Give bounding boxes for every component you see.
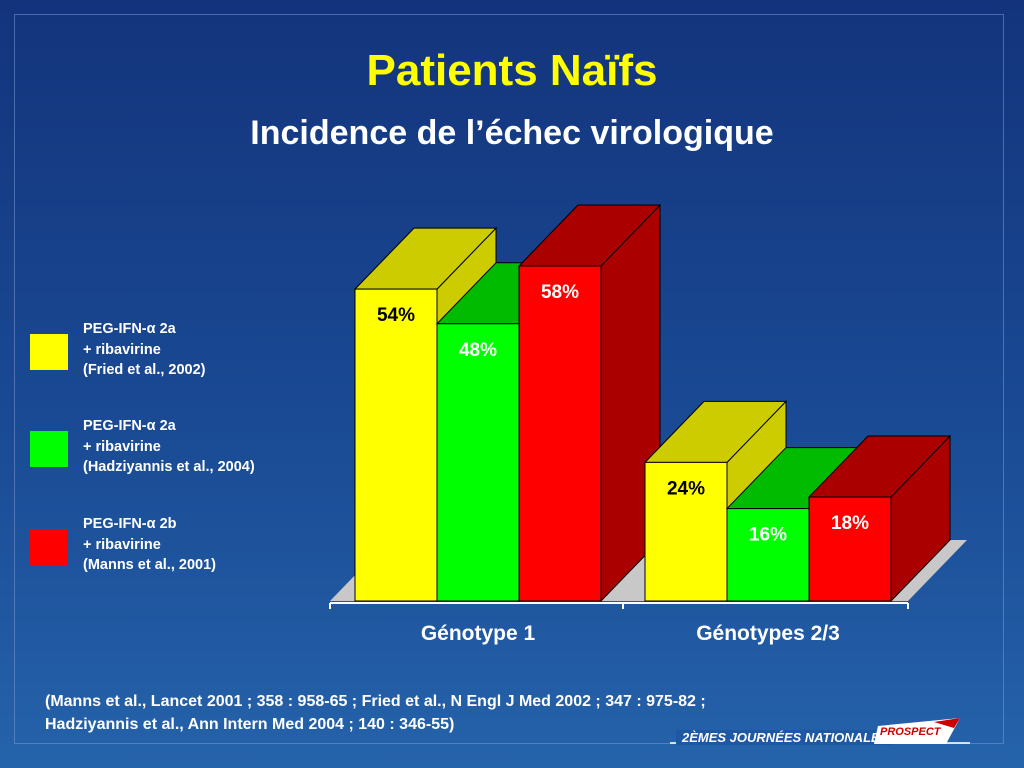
citation: (Manns et al., Lancet 2001 ; 358 : 958-6… [45,690,706,736]
data-label-2-1: 48% [459,340,497,361]
citation-line-2: Hadziyannis et al., Ann Intern Med 2004 … [45,716,455,733]
legend-1-line1-post: 2a [155,321,176,337]
bar-chart: 54% 48% 58% 24% 16% 18% Génotype 1 Génotypes 2… [330,203,967,645]
bar-front-face [518,265,602,602]
bar-front-face [436,323,520,602]
legend-2-line2: + ribavirine [83,438,161,455]
legend-swatch-1 [30,334,68,370]
legend-2-line3: (Hadziyannis et al., 2004) [83,459,255,475]
prospect-logo [874,718,960,744]
bar-front-face [354,288,438,602]
legend-3-line1-pre: PEG-IFN- [83,516,147,532]
legend-1-alpha: α [146,321,156,337]
footer-event-name: 2ÈMES JOURNÉES NATIONALES [676,730,895,745]
bar-front-face [808,496,892,602]
bar-3-2: 18% [807,434,952,603]
bar-front-face [726,508,810,602]
legend-3-line2: + ribavirine [83,536,161,553]
category-label-2: Génotypes 2/3 [696,622,840,645]
bar-3-1: 58% [517,203,662,603]
bar-front-face [644,461,728,602]
legend-2-alpha: α [146,418,156,434]
legend-1-line3: (Fried et al., 2002) [83,362,206,378]
legend-swatch-3 [30,529,68,565]
legend-entry-1: PEG-IFN-α 2a + ribavirine (Fried et al.,… [83,319,206,381]
legend-entry-3: PEG-IFN-α 2b + ribavirine (Manns et al.,… [83,514,216,576]
legend-3-line3: (Manns et al., 2001) [83,557,216,573]
legend-3-line1-post: 2b [155,516,177,532]
legend-2-line1-pre: PEG-IFN- [83,418,147,434]
legend-1-line1-pre: PEG-IFN- [83,321,147,337]
prospect-logo-text: PROSPECT [880,726,941,738]
data-label-2-2: 16% [749,525,787,546]
legend-swatch-2 [30,431,68,467]
legend-2-line1-post: 2a [155,418,176,434]
data-label-3-1: 58% [541,282,579,303]
slide-subtitle: Incidence de l’échec virologique [250,114,774,152]
citation-line-1: (Manns et al., Lancet 2001 ; 358 : 958-6… [45,693,706,710]
slide-frame [14,14,1004,744]
legend-1-line2: + ribavirine [83,341,161,358]
category-label-1: Génotype 1 [421,622,536,645]
data-label-3-2: 18% [831,513,869,534]
legend-3-alpha: α [146,516,156,532]
data-label-1-2: 24% [667,478,705,499]
data-label-1-1: 54% [377,305,415,326]
legend-entry-2: PEG-IFN-α 2a + ribavirine (Hadziyannis e… [83,416,255,478]
slide-title: Patients Naïfs [366,46,658,95]
